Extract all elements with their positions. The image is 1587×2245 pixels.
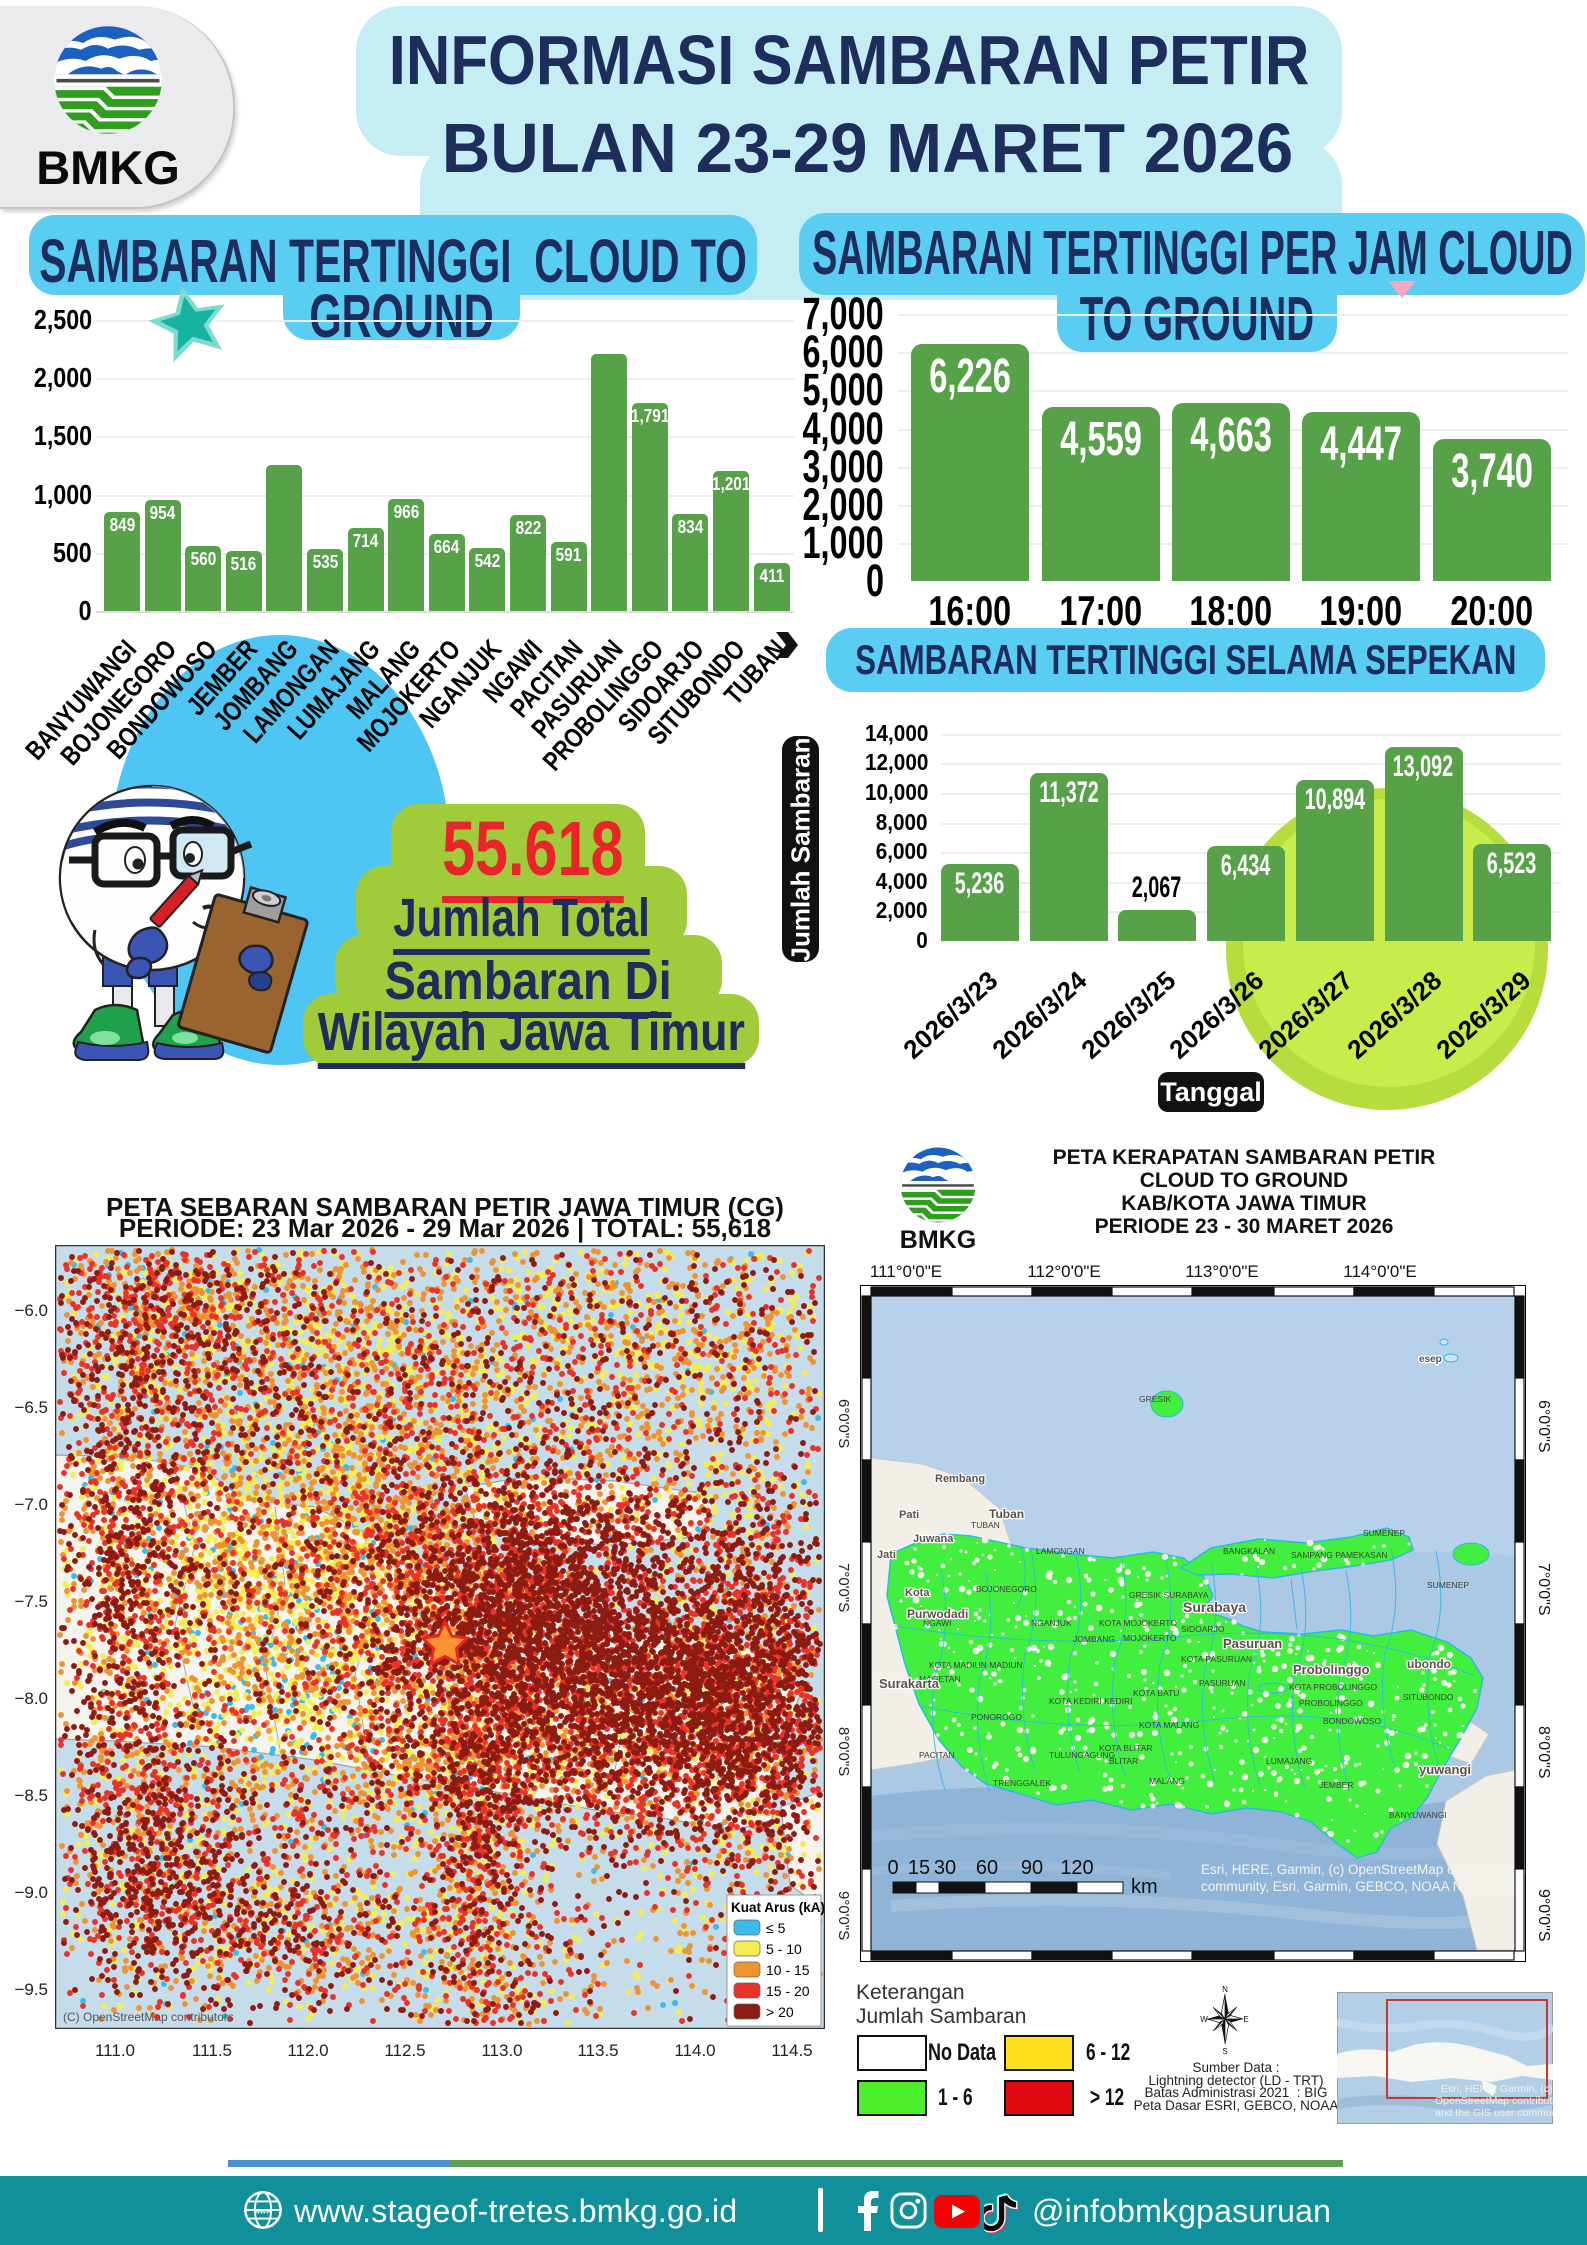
svg-text:MOJOKERTO: MOJOKERTO bbox=[1123, 1633, 1177, 1643]
svg-text:15: 15 bbox=[908, 1857, 930, 1879]
svg-text:yuwangi: yuwangi bbox=[1419, 1762, 1471, 1777]
svg-text:PASURUAN: PASURUAN bbox=[1199, 1678, 1246, 1688]
svg-text:Tuban: Tuban bbox=[989, 1507, 1024, 1521]
svg-text:BANYUWANGI: BANYUWANGI bbox=[1389, 1810, 1447, 1820]
svg-text:BONDOWOSO: BONDOWOSO bbox=[1323, 1716, 1381, 1726]
svg-text:community, Esri, Garmin, GEBCO: community, Esri, Garmin, GEBCO, NOAA NGD… bbox=[1201, 1879, 1526, 1894]
svg-text:KOTA PASURUAN: KOTA PASURUAN bbox=[1181, 1654, 1252, 1664]
svg-text:Probolinggo: Probolinggo bbox=[1293, 1662, 1370, 1677]
svg-text:90: 90 bbox=[1021, 1857, 1043, 1879]
svg-text:KOTA BLITAR: KOTA BLITAR bbox=[1099, 1743, 1153, 1753]
svg-text:BANGKALAN: BANGKALAN bbox=[1223, 1546, 1275, 1556]
svg-text:(C) OpenStreetMap contributors: (C) OpenStreetMap contributors bbox=[63, 2010, 234, 2024]
svg-text:W: W bbox=[1200, 2015, 1208, 2024]
svg-text:SUMENEP: SUMENEP bbox=[1363, 1528, 1405, 1538]
svg-text:JOMBANG: JOMBANG bbox=[1073, 1634, 1115, 1644]
svg-text:SITUBONDO: SITUBONDO bbox=[1403, 1692, 1454, 1702]
svg-text:KOTA BATU: KOTA BATU bbox=[1133, 1688, 1179, 1698]
svg-text:Rembang: Rembang bbox=[935, 1473, 985, 1485]
svg-text:PONOROGO: PONOROGO bbox=[971, 1712, 1022, 1722]
svg-text:esep: esep bbox=[1419, 1354, 1442, 1365]
svg-text:Juwana: Juwana bbox=[913, 1533, 954, 1545]
svg-text:E: E bbox=[1243, 2015, 1248, 2024]
svg-text:5 - 10: 5 - 10 bbox=[766, 1941, 802, 1957]
svg-text:www: www bbox=[253, 2206, 272, 2215]
svg-text:Purwodadi: Purwodadi bbox=[907, 1607, 968, 1621]
svg-text:LAMONGAN: LAMONGAN bbox=[1036, 1546, 1085, 1556]
svg-text:Pasuruan: Pasuruan bbox=[1223, 1636, 1282, 1651]
svg-text:Esri, HERE, Garmin, (c): Esri, HERE, Garmin, (c) bbox=[1441, 2083, 1552, 2095]
svg-text:SIDOARJO: SIDOARJO bbox=[1181, 1624, 1225, 1634]
svg-text:Surakarta: Surakarta bbox=[879, 1676, 940, 1691]
svg-text:OpenStreetMap contributors,: OpenStreetMap contributors, bbox=[1435, 2095, 1553, 2107]
svg-text:KOTA KEDIRI KEDIRI: KOTA KEDIRI KEDIRI bbox=[1049, 1696, 1132, 1706]
svg-text:SAMPANG PAMEKASAN: SAMPANG PAMEKASAN bbox=[1291, 1550, 1388, 1560]
svg-text:GRESIK: GRESIK bbox=[1139, 1394, 1171, 1404]
svg-text:SUMENEP: SUMENEP bbox=[1427, 1580, 1469, 1590]
svg-text:Kuat Arus (kA): Kuat Arus (kA) bbox=[731, 1900, 825, 1915]
svg-text:Kota: Kota bbox=[905, 1587, 930, 1599]
svg-text:KOTA MADIUN MADIUN: KOTA MADIUN MADIUN bbox=[929, 1660, 1023, 1670]
svg-text:0: 0 bbox=[887, 1857, 898, 1879]
svg-text:JEMBER: JEMBER bbox=[1319, 1780, 1353, 1790]
svg-text:BOJONEGORO: BOJONEGORO bbox=[976, 1584, 1037, 1594]
svg-text:and the GIS user community: and the GIS user community bbox=[1435, 2107, 1553, 2119]
svg-text:Jati: Jati bbox=[877, 1549, 896, 1561]
svg-text:TUBAN: TUBAN bbox=[971, 1520, 1000, 1530]
svg-text:Esri, HERE, Garmin, (c) OpenSt: Esri, HERE, Garmin, (c) OpenStreetMap co… bbox=[1201, 1862, 1526, 1877]
svg-text:TRENGGALEK: TRENGGALEK bbox=[993, 1778, 1051, 1788]
svg-text:10 - 15: 10 - 15 bbox=[766, 1962, 810, 1978]
svg-text:NGANJUK: NGANJUK bbox=[1031, 1618, 1072, 1628]
svg-text:PACITAN: PACITAN bbox=[919, 1750, 955, 1760]
svg-text:PROBOLINGGO: PROBOLINGGO bbox=[1299, 1698, 1363, 1708]
svg-text:15 - 20: 15 - 20 bbox=[766, 1983, 810, 1999]
svg-text:N: N bbox=[1222, 1985, 1228, 1994]
svg-text:S: S bbox=[1222, 2047, 1227, 2055]
svg-text:GRESIK SURABAYA: GRESIK SURABAYA bbox=[1129, 1590, 1209, 1600]
svg-text:MALANG: MALANG bbox=[1149, 1776, 1185, 1786]
svg-text:Surabaya: Surabaya bbox=[1183, 1599, 1246, 1615]
svg-text:NGAWI: NGAWI bbox=[923, 1618, 952, 1628]
svg-text:LUMAJANG: LUMAJANG bbox=[1266, 1756, 1312, 1766]
svg-text:30: 30 bbox=[934, 1857, 956, 1879]
svg-text:TULUNGAGUNG: TULUNGAGUNG bbox=[1049, 1750, 1115, 1760]
svg-text:60: 60 bbox=[976, 1857, 998, 1879]
svg-text:> 20: > 20 bbox=[766, 2004, 794, 2020]
svg-text:km: km bbox=[1131, 1876, 1158, 1898]
svg-text:KOTA MALANG: KOTA MALANG bbox=[1139, 1720, 1199, 1730]
svg-text:BLITAR: BLITAR bbox=[1109, 1756, 1138, 1766]
svg-text:≤ 5: ≤ 5 bbox=[766, 1920, 786, 1936]
svg-text:Pati: Pati bbox=[899, 1509, 919, 1521]
svg-text:ubondo: ubondo bbox=[1407, 1657, 1451, 1671]
svg-text:KOTA PROBOLINGGO: KOTA PROBOLINGGO bbox=[1289, 1682, 1378, 1692]
svg-text:MAGETAN: MAGETAN bbox=[919, 1674, 960, 1684]
svg-text:120: 120 bbox=[1060, 1857, 1093, 1879]
svg-text:KOTA MOJOKERTO: KOTA MOJOKERTO bbox=[1099, 1618, 1177, 1628]
